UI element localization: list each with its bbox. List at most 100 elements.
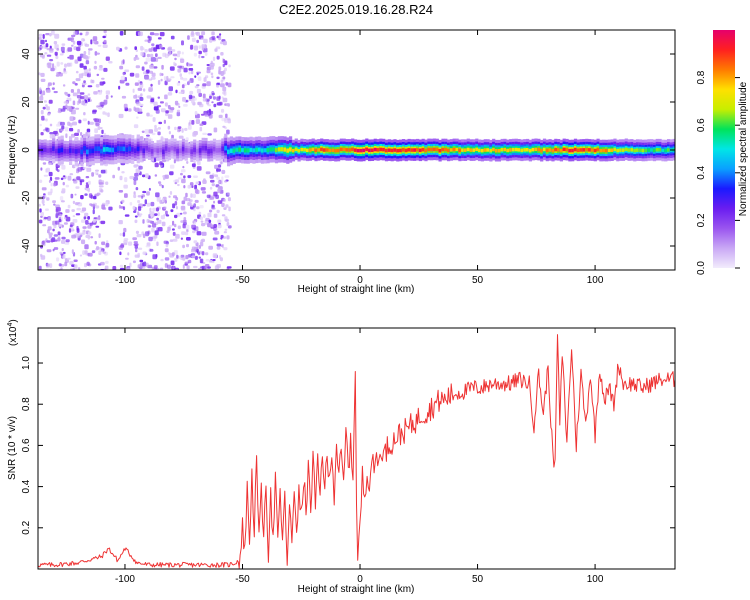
spectrogram-ridge-cell <box>167 147 171 152</box>
spectrogram-cell <box>60 62 64 65</box>
spectrogram-cell <box>175 206 178 210</box>
snr-y-multiplier-exponent: 4 <box>7 323 14 327</box>
spectrogram-cell <box>133 180 137 186</box>
spectrogram-cell <box>67 56 70 59</box>
spectrogram-cell <box>145 57 151 62</box>
spectrogram-cell <box>116 46 120 51</box>
spectrogram-cell <box>196 244 199 248</box>
spectrogram-cell <box>219 255 222 259</box>
spectrogram-cell <box>57 231 61 236</box>
spectrogram-ridge-cell <box>435 147 439 152</box>
spectrogram-cell <box>145 69 150 74</box>
spectrogram-cell <box>117 166 120 171</box>
spectrogram-cell <box>220 161 223 165</box>
spectrogram-ridge-cell <box>266 148 270 153</box>
spectrogram-cell <box>164 200 167 204</box>
spectrogram-cell <box>101 77 105 80</box>
spectrogram-cell <box>140 93 143 97</box>
spectrogram-cell <box>55 55 59 60</box>
spectrogram-cell <box>183 67 188 73</box>
spectrogram-cell <box>174 257 178 262</box>
spectrogram-cell <box>206 64 210 67</box>
spectrogram-cell <box>62 70 68 75</box>
spectrogram-cell <box>97 44 102 47</box>
spectrogram-cell <box>163 240 169 244</box>
spectrogram-cell <box>79 179 85 183</box>
spectrogram-cell <box>174 201 178 206</box>
spectrogram-ridge-cell <box>596 147 600 152</box>
spectrogram-cell <box>85 220 89 225</box>
spectrogram-cell <box>74 264 78 269</box>
snr-y-ticks: 0.2 0.4 0.6 0.8 1.0 <box>21 356 675 535</box>
spectrogram-cell <box>214 230 220 235</box>
spectrogram-ridge-cell <box>289 147 293 152</box>
spectrogram-cell <box>222 125 226 128</box>
spectrogram-cell <box>165 242 169 248</box>
spectrogram-cell <box>99 127 103 130</box>
spectrogram-cell <box>148 225 152 228</box>
spectrogram-ridge-cell <box>503 147 507 152</box>
spectrogram-cell <box>52 239 58 242</box>
spectrogram-cell <box>40 215 43 218</box>
spectrogram-cell <box>45 168 48 173</box>
spectrogram-cell <box>46 263 50 267</box>
spectrogram-ridge-cell <box>661 148 665 153</box>
spectrogram-cell <box>160 258 164 262</box>
spectrogram-ridge-cell <box>475 147 479 152</box>
spectrogram-cell <box>83 216 87 220</box>
x-tick-label: 50 <box>472 574 484 585</box>
spectrogram-cell <box>166 230 170 233</box>
spectrogram-cell <box>144 61 148 65</box>
spectrogram-ridge-cell <box>224 145 228 151</box>
spectrogram-cell <box>80 132 83 136</box>
spectrogram-y-axis-label: Frequency (Hz) <box>7 116 18 185</box>
spectrogram-cell <box>167 226 171 231</box>
spectrogram-cell <box>164 94 168 100</box>
spectrogram-cell <box>134 107 140 112</box>
spectrogram-cell <box>65 92 69 96</box>
spectrogram-cell <box>210 179 215 183</box>
spectrogram-cell <box>125 82 130 86</box>
spectrogram-cell <box>213 103 217 108</box>
spectrogram-cell <box>78 98 81 104</box>
spectrogram-cell <box>96 73 100 77</box>
spectrogram-cell <box>181 200 186 205</box>
spectrogram-cell <box>195 228 199 231</box>
spectrogram-cell <box>144 129 150 134</box>
spectrogram-cell <box>46 197 50 201</box>
spectrogram-cell <box>94 128 98 134</box>
spectrogram-cell <box>224 180 228 183</box>
spectrogram-ridge-cell <box>573 147 578 152</box>
spectrogram-ridge-cell <box>444 147 448 152</box>
spectrogram-cell <box>220 234 224 239</box>
spectrogram-cell <box>118 113 124 119</box>
spectrogram-cell <box>70 89 74 93</box>
spectrogram-ridge-cell <box>441 147 445 152</box>
spectrogram-cell <box>49 33 52 37</box>
spectrogram-cell <box>69 260 74 265</box>
spectrogram-ridge-cell <box>528 148 532 153</box>
snr-y-multiplier: (x104) <box>7 319 19 346</box>
spectrogram-cell <box>123 103 128 109</box>
spectrogram-cell <box>184 127 188 131</box>
spectrogram-cell <box>108 61 113 64</box>
spectrogram-cell <box>143 71 147 75</box>
spectrogram-cell <box>97 106 103 110</box>
spectrogram-cell <box>83 65 87 70</box>
spectrogram-cell <box>225 113 228 119</box>
spectrogram-cell <box>223 231 227 234</box>
spectrogram-cell <box>221 202 225 208</box>
spectrogram-y-ticks: -40 -20 0 20 40 <box>21 48 675 253</box>
spectrogram-cell <box>167 92 173 96</box>
spectrogram-ridge-cell <box>308 148 312 152</box>
spectrogram-cell <box>223 207 227 210</box>
spectrogram-cell <box>45 118 48 122</box>
spectrogram-cell <box>65 216 71 222</box>
spectrogram-cell <box>167 114 173 119</box>
spectrogram-cell <box>187 184 191 189</box>
spectrogram-cell <box>49 123 53 127</box>
spectrogram-cell <box>83 112 86 116</box>
spectrogram-ridge-cell <box>607 148 611 153</box>
spectrogram-cell <box>150 57 156 62</box>
spectrogram-cell <box>189 182 194 186</box>
